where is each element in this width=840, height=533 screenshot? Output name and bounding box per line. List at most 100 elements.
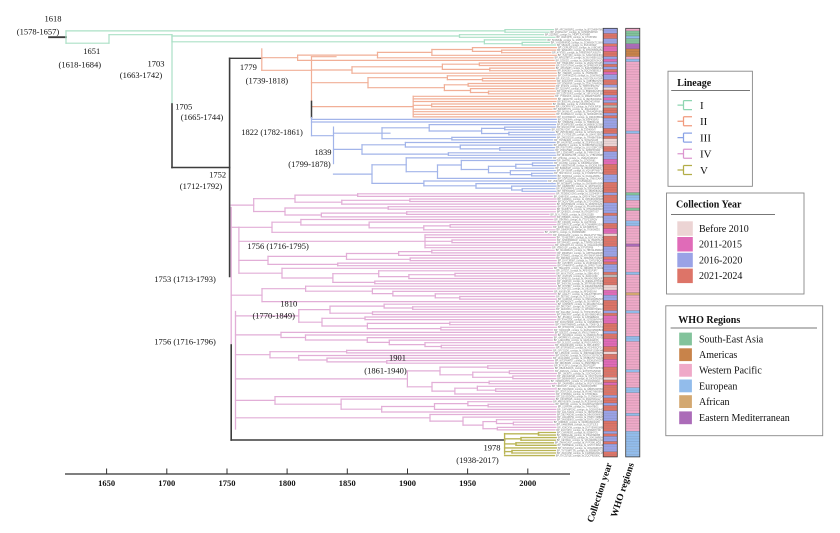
svg-text:BP_GZYD1TNH_contigs_fa_5FPBDXR: BP_GZYD1TNH_contigs_fa_5FPBDXRJPEPPQX (556, 64, 609, 67)
svg-text:2021-2024: 2021-2024 (699, 271, 742, 282)
svg-text:1618: 1618 (45, 14, 62, 24)
svg-text:BP_CZFGRYLC1_contigs_fa_X3GAGS: BP_CZFGRYLC1_contigs_fa_X3GAGSQ89Q4Z15 (555, 244, 610, 247)
svg-text:1901: 1901 (389, 353, 406, 363)
svg-text:BP_X5KCKW_contigs_fa_DV7YEW9QM: BP_X5KCKW_contigs_fa_DV7YEW9QM9E8 (557, 426, 605, 429)
svg-text:European: European (699, 381, 737, 392)
svg-text:BP_LMUG6JSM_contigs_fa_XFQYQV2: BP_LMUG6JSM_contigs_fa_XFQYQV2XZSU5H (557, 375, 609, 378)
svg-text:BP_W74XVKZ_contigs_fa_W3LAWRQ3: BP_W74XVKZ_contigs_fa_W3LAWRQ3TZJX65 (558, 447, 610, 450)
svg-text:BP_1ED3JRU_contigs_fa_W1WW4TQE: BP_1ED3JRU_contigs_fa_W1WW4TQENJ (556, 308, 603, 311)
svg-text:BP_Z1QUJ58_contigs_fa_F1Z8ARL8: BP_Z1QUJ58_contigs_fa_F1Z8ARL8J4LM (557, 452, 603, 455)
svg-text:BP_Y8W0TMBWQ_contigs_fa_TD69YQ: BP_Y8W0TMBWQ_contigs_fa_TD69YQLG (556, 324, 602, 327)
svg-text:BP_2XWGLX27_contigs_fa_1C5FWSW: BP_2XWGLX27_contigs_fa_1C5FWSWH18 (551, 31, 599, 34)
svg-text:BP_R2MF9ZE9_contigs_fa_88B06C0: BP_R2MF9ZE9_contigs_fa_88B06C0ZSBYE (557, 124, 606, 127)
svg-text:II: II (700, 116, 708, 128)
svg-text:BP_QABV530_contigs_fa_QR5YKTNH: BP_QABV530_contigs_fa_QR5YKTNHC2BRPE (554, 195, 606, 198)
svg-text:BP_0VUJMA1_contigs_fa_CMWQG7KX: BP_0VUJMA1_contigs_fa_CMWQG7KXERYWLF (558, 334, 612, 337)
svg-text:BP_K5Z26PRF9_contigs_fa_9ZEHD8: BP_K5Z26PRF9_contigs_fa_9ZEHD8NKLW9 (556, 188, 605, 191)
svg-text:BP_5ZS0ZG_contigs_fa_Q6BWQE5V2: BP_5ZS0ZG_contigs_fa_Q6BWQE5V2HJCC (556, 59, 605, 62)
svg-text:WHO Regions: WHO Regions (678, 315, 740, 326)
svg-text:BP_9QQDG2_contigs_fa_6GJAL266N: BP_9QQDG2_contigs_fa_6GJAL266NU (558, 175, 601, 178)
svg-text:BP_4M0YBJ67H_contigs_fa_4CESWA: BP_4M0YBJ67H_contigs_fa_4CESWA9QX99 (553, 401, 603, 404)
svg-text:BP_9Q2VTDM_contigs_fa_37DY09W2: BP_9Q2VTDM_contigs_fa_37DY09W22KV0M (558, 200, 607, 203)
svg-text:BP_DYA7JN087_contigs_fa_7247LF: BP_DYA7JN087_contigs_fa_7247LFBQUCT (558, 260, 606, 263)
svg-text:1756 (1716-1795): 1756 (1716-1795) (247, 241, 309, 251)
svg-text:BP_58J7A9D36_contigs_fa_MMJG0W: BP_58J7A9D36_contigs_fa_MMJG0W802RT1 (557, 413, 607, 416)
svg-text:Before 2010: Before 2010 (699, 224, 749, 235)
svg-text:BP_5LYLJ7MD9_contigs_fa_EDA2JQ: BP_5LYLJ7MD9_contigs_fa_EDA2JQEK (551, 213, 595, 216)
svg-text:BP_T8GJ2DTJ_contigs_fa_JRKWR17: BP_T8GJ2DTJ_contigs_fa_JRKWR17KT204E (554, 267, 604, 270)
svg-text:BP_QP6TCE_contigs_fa_TCMWBPK1E: BP_QP6TCE_contigs_fa_TCMWBPK1EVLR0 (557, 224, 606, 227)
svg-text:BP_FZXMH115_contigs_fa_062LHJD: BP_FZXMH115_contigs_fa_062LHJDLG2 (556, 398, 601, 401)
svg-text:BP_5XYS6NR_contigs_fa_VQVUP7W6: BP_5XYS6NR_contigs_fa_VQVUP7W6YT (557, 170, 603, 173)
svg-text:BP_H01YKUCU_contigs_fa_FY4S6PN: BP_H01YKUCU_contigs_fa_FY4S6PNTTJGRR (554, 172, 605, 175)
svg-text:BP_9ZEZ1G_contigs_fa_VWJL37WMY: BP_9ZEZ1G_contigs_fa_VWJL37WMYQ (555, 331, 599, 334)
svg-text:BP_5U0892LNJ_contigs_fa_SD6ZG9: BP_5U0892LNJ_contigs_fa_SD6ZG9HUFLT48K (556, 113, 608, 116)
svg-text:BP_1EKBF9P_contigs_fa_25XLZVWF: BP_1EKBF9P_contigs_fa_25XLZVWFDKL (557, 82, 603, 85)
svg-text:Americas: Americas (699, 350, 737, 361)
svg-text:BP_DT0CENP_contigs_fa_PXVAPNH6: BP_DT0CENP_contigs_fa_PXVAPNH6RP1 (558, 206, 605, 209)
svg-text:BP_8BA6JMAQS_contigs_fa_VT30Y5: BP_8BA6JMAQS_contigs_fa_VT30Y5SP5V91 (555, 367, 605, 370)
svg-text:BP_WE459YJ_contigs_fa_MJ38DH9K: BP_WE459YJ_contigs_fa_MJ38DH9KVLLWQY (554, 144, 605, 147)
svg-text:BP_2G9TJ2G8_contigs_fa_HUHG7NN: BP_2G9TJ2G8_contigs_fa_HUHG7NNS9NY2U (556, 390, 607, 393)
svg-text:BP_JVLTFZS_contigs_fa_ZLD1VQ3F: BP_JVLTFZS_contigs_fa_ZLD1VQ3F (558, 275, 599, 278)
svg-text:BP_CU6J64A_contigs_fa_BSPK93HU: BP_CU6J64A_contigs_fa_BSPK93HU (558, 118, 599, 121)
svg-text:1810: 1810 (280, 299, 297, 309)
svg-text:BP_03M0FURE_contigs_fa_TK0K0WZ: BP_03M0FURE_contigs_fa_TK0K0WZG (557, 229, 601, 232)
svg-text:BP_DRC5DZN_contigs_fa_Z581HBRZ: BP_DRC5DZN_contigs_fa_Z581HBRZ74 (555, 362, 600, 365)
svg-text:BP_S79W01_contigs_fa_HYY5MVFJW: BP_S79W01_contigs_fa_HYY5MVFJWHRV (557, 254, 604, 257)
svg-text:BP_0KLML4C_contigs_fa_ZR4U4QRV: BP_0KLML4C_contigs_fa_ZR4U4QRV6NZ (558, 111, 604, 114)
svg-text:BP_PWKFRY_contigs_fa_8DVSMB14R: BP_PWKFRY_contigs_fa_8DVSMB14RG5 (557, 313, 603, 316)
svg-text:BP_WT2FN4P27_contigs_fa_9ZD8LE: BP_WT2FN4P27_contigs_fa_9ZD8LEV81J9BMN (555, 360, 608, 363)
svg-text:BP_Z9TF3F3MU_contigs_fa_GFWUV4: BP_Z9TF3F3MU_contigs_fa_GFWUV43L4Y (556, 131, 604, 134)
svg-text:(1861-1940): (1861-1940) (364, 366, 407, 376)
svg-text:BP_FQ4YB2D18_contigs_fa_R0FZQB: BP_FQ4YB2D18_contigs_fa_R0FZQBWGXK (558, 116, 607, 119)
svg-text:BP_UDFQCM2M_contigs_fa_17MUCAV: BP_UDFQCM2M_contigs_fa_17MUCAVG (558, 177, 603, 180)
svg-text:(1618-1684): (1618-1684) (59, 59, 102, 69)
svg-text:1703: 1703 (148, 59, 165, 69)
svg-text:BP_GCL7J2GS_contigs_fa_NNH1P5N: BP_GCL7J2GS_contigs_fa_NNH1P5NXG2CH (557, 411, 607, 414)
svg-text:African: African (699, 397, 730, 408)
svg-text:III: III (700, 132, 711, 144)
svg-text:BP_XMWDA4TPL_contigs_fa_L7FJ33: BP_XMWDA4TPL_contigs_fa_L7FJ331360AC (551, 380, 601, 383)
svg-text:BP_92H2KK_contigs_fa_GGGUY2S07: BP_92H2KK_contigs_fa_GGGUY2S076CM (556, 354, 603, 357)
svg-text:BP_ASZRDH5V_contigs_fa_18VHUZQ: BP_ASZRDH5V_contigs_fa_18VHUZQQJ (558, 185, 604, 188)
svg-text:BP_G9KRN9_contigs_fa_YT1FZ15RQ: BP_G9KRN9_contigs_fa_YT1FZ15RQV (554, 218, 597, 221)
svg-text:BP_084THJ_contigs_fa_1ZXZKN81: BP_084THJ_contigs_fa_1ZXZKN81 (557, 159, 596, 162)
svg-text:1650: 1650 (98, 478, 115, 488)
svg-text:BP_AV4ZTG_contigs_fa_FM3482GBF: BP_AV4ZTG_contigs_fa_FM3482GBF (545, 231, 586, 234)
svg-text:BP_KCRU726DF_contigs_fa_0J2N9R: BP_KCRU726DF_contigs_fa_0J2N9RB0Y6 (555, 321, 602, 324)
svg-text:BP_U4MEMM8_contigs_fa_0C3TSJLS: BP_U4MEMM8_contigs_fa_0C3TSJLS (557, 424, 599, 427)
svg-text:BP_ASPCD1_contigs_fa_U8231FKTF: BP_ASPCD1_contigs_fa_U8231FKTFVF8 (557, 288, 603, 291)
svg-text:BP_P85ZD6_contigs_fa_7BA2AB9TU: BP_P85ZD6_contigs_fa_7BA2AB9TUB83M (557, 216, 604, 219)
svg-text:BP_FXHC5DL_contigs_fa_317B03MY: BP_FXHC5DL_contigs_fa_317B03MYPMTT (557, 319, 605, 322)
svg-text:BP_B4W2K2P_contigs_fa_86DJ9PW6: BP_B4W2K2P_contigs_fa_86DJ9PW690W (555, 167, 602, 170)
svg-text:Eastern Mediterranean: Eastern Mediterranean (699, 413, 790, 424)
svg-text:BP_AP6EJQ_contigs_fa_4AAXH3J6E: BP_AP6EJQ_contigs_fa_4AAXH3J6EQ0F (557, 277, 603, 280)
svg-text:BP_RLWWNL785_contigs_fa_V7BF18: BP_RLWWNL785_contigs_fa_V7BF185RPYD (557, 154, 606, 157)
svg-text:(1663-1742): (1663-1742) (120, 70, 163, 80)
svg-text:BP_Q1DAPV_contigs_fa_JSUWHA73M: BP_Q1DAPV_contigs_fa_JSUWHA73M (556, 88, 599, 91)
svg-text:2011-2015: 2011-2015 (699, 240, 742, 251)
svg-text:BP_CARC6Z_contigs_fa_KMC2QWR2W: BP_CARC6Z_contigs_fa_KMC2QWR2WTE (558, 298, 605, 301)
svg-text:IV: IV (700, 149, 712, 161)
svg-text:I: I (700, 100, 704, 112)
svg-text:1779: 1779 (240, 62, 257, 72)
svg-text:BP_RGXJCYXM_contigs_fa_56MJE5C: BP_RGXJCYXM_contigs_fa_56MJE5CUNCNCWV (557, 126, 612, 129)
svg-text:BP_4YV3S5_contigs_fa_VN06GR0YU: BP_4YV3S5_contigs_fa_VN06GR0YUUB1TA (552, 52, 601, 55)
svg-text:BP_9R27DKT_contigs_fa_CQ92Z5FG: BP_9R27DKT_contigs_fa_CQ92Z5FG (557, 306, 598, 309)
svg-text:BP_5K0N8JE_contigs_fa_2X8TAUV7: BP_5K0N8JE_contigs_fa_2X8TAUV7K4 (548, 39, 592, 42)
svg-text:BP_AJAL7Y_contigs_fa_9SLZJTHBX: BP_AJAL7Y_contigs_fa_9SLZJTHBX3T9 (558, 293, 603, 296)
svg-text:BP_KW1EV3R_contigs_fa_RF3H5DVM: BP_KW1EV3R_contigs_fa_RF3H5DVM (554, 290, 596, 293)
svg-text:BP_L5ZF3GR3_contigs_fa_19F1VXQ: BP_L5ZF3GR3_contigs_fa_19F1VXQXLE8H (557, 93, 605, 96)
svg-text:BP_92MLMF0_contigs_fa_R7KQ5S5S: BP_92MLMF0_contigs_fa_R7KQ5S5SA5UL (557, 49, 605, 52)
svg-text:BP_4FC3WSBFQ_contigs_fa_BTCM69: BP_4FC3WSBFQ_contigs_fa_BTCM694TM37F6 (555, 29, 608, 32)
svg-text:BP_M31BN43_contigs_fa_APPTEGMZ: BP_M31BN43_contigs_fa_APPTEGMZWN5 (557, 252, 605, 255)
svg-text:BP_HZC0SDD_contigs_fa_GBDH240H: BP_HZC0SDD_contigs_fa_GBDH240HS6KPA (558, 388, 608, 391)
svg-text:BP_5P4UE2_contigs_fa_7JVRSK30E: BP_5P4UE2_contigs_fa_7JVRSK30E4618 (557, 242, 603, 245)
svg-text:BP_7CFDQQB_contigs_fa_6AXNJXMW: BP_7CFDQQB_contigs_fa_6AXNJXMWDBKK (554, 329, 604, 332)
svg-text:BP_E64Z8G_contigs_fa_8QC9V5BD6: BP_E64Z8G_contigs_fa_8QC9V5BD613 (558, 70, 602, 73)
svg-text:BP_L4ECUBW_contigs_fa_GEXL0LEF: BP_L4ECUBW_contigs_fa_GEXL0LEFX6 (554, 339, 599, 342)
svg-text:BP_H8DMQ9C1_contigs_fa_5UVWF5A: BP_H8DMQ9C1_contigs_fa_5UVWF5AZ (556, 301, 600, 304)
svg-text:1700: 1700 (158, 478, 175, 488)
svg-text:BP_MNJZ98TLS_contigs_fa_6UXH5E: BP_MNJZ98TLS_contigs_fa_6UXH5EKQ1ZF1AS (555, 57, 608, 60)
